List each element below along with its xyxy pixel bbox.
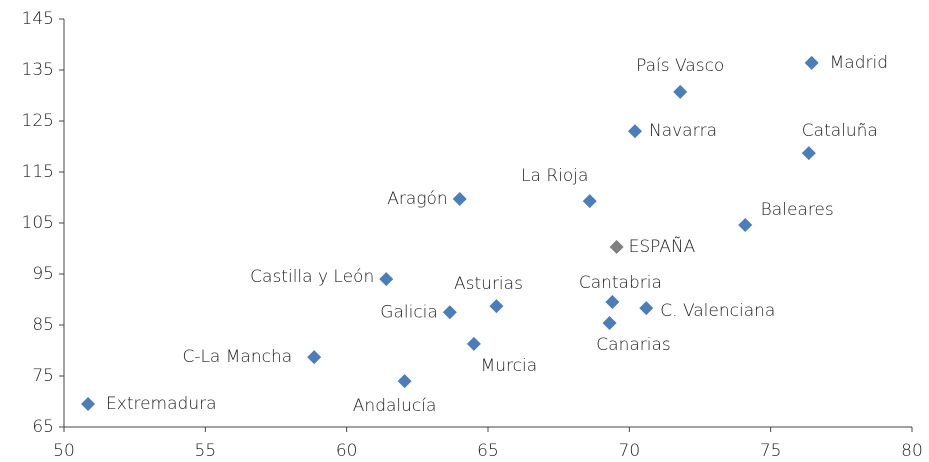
y-tick-label: 115	[22, 162, 54, 182]
point-label: Canarias	[596, 335, 670, 355]
scatter-point	[81, 397, 96, 412]
scatter-point	[397, 374, 412, 389]
scatter-point	[466, 336, 481, 351]
x-tick-label: 50	[53, 441, 75, 461]
x-tick-label: 65	[477, 441, 499, 461]
point-label: Extremadura	[106, 394, 217, 414]
y-tick-label: 75	[32, 366, 54, 386]
point-label: Cataluña	[802, 121, 878, 141]
scatter-point	[489, 299, 504, 314]
scatter-point	[639, 301, 654, 316]
scatter-point	[605, 295, 620, 310]
y-tick-label: 145	[22, 9, 54, 29]
y-tick-label: 125	[22, 111, 54, 131]
point-label: La Rioja	[521, 166, 588, 186]
scatter-point	[442, 305, 457, 320]
scatter-point	[452, 192, 467, 207]
y-tick-label: 135	[22, 60, 54, 80]
point-label: C-La Mancha	[182, 347, 292, 367]
scatter-point	[738, 218, 753, 233]
x-tick-label: 80	[901, 441, 923, 461]
scatter-point	[627, 124, 642, 139]
point-label: Murcia	[481, 356, 538, 376]
scatter-point	[804, 55, 819, 70]
point-label: Navarra	[649, 121, 717, 141]
scatter-point	[379, 272, 394, 287]
point-label: País Vasco	[636, 56, 724, 76]
scatter-point	[673, 84, 688, 99]
point-label: Cantabria	[579, 273, 662, 293]
scatter-point	[609, 239, 624, 254]
point-label: Madrid	[830, 53, 888, 73]
y-tick-label: 95	[32, 264, 54, 284]
point-label: Baleares	[761, 200, 834, 220]
x-tick-label: 75	[760, 441, 782, 461]
x-tick-label: 70	[619, 441, 641, 461]
point-label: Asturias	[454, 274, 523, 294]
y-tick-label: 85	[32, 315, 54, 335]
point-label: Andalucía	[353, 396, 437, 416]
scatter-point	[307, 350, 322, 365]
scatter-point	[602, 315, 617, 330]
point-label: Galicia	[380, 302, 438, 322]
x-tick-label: 60	[336, 441, 358, 461]
scatter-point	[582, 194, 597, 209]
point-label: Aragón	[387, 189, 447, 209]
point-label: Castilla y León	[250, 267, 374, 287]
point-label: ESPAÑA	[629, 236, 696, 257]
point-label: C. Valenciana	[660, 301, 775, 321]
x-tick-label: 55	[195, 441, 217, 461]
scatter-point	[801, 146, 816, 161]
y-tick-label: 65	[32, 417, 54, 437]
y-tick-label: 105	[22, 213, 54, 233]
